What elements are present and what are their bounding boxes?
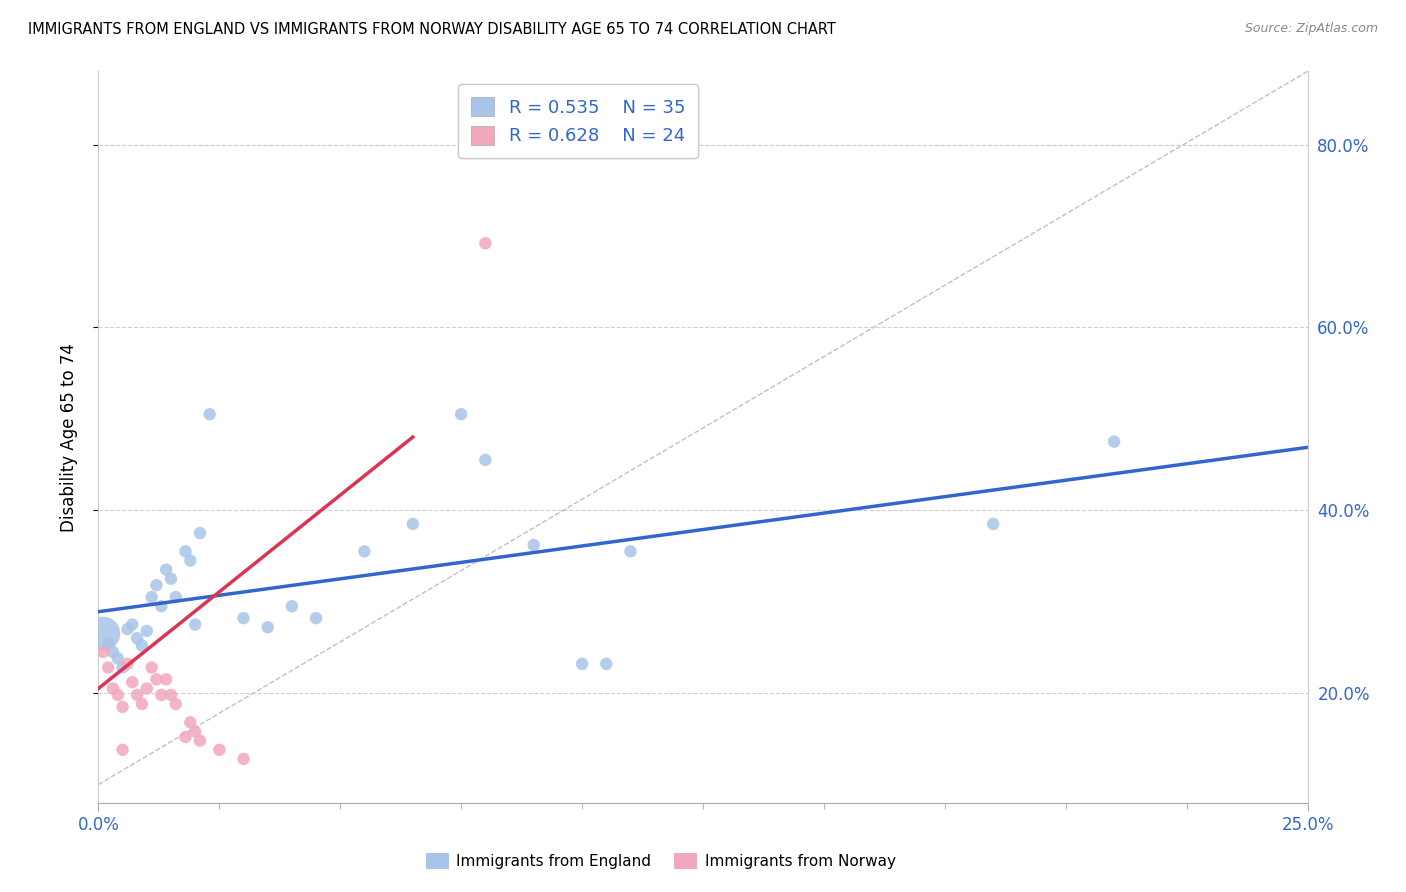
Point: [150, 599, 173, 614]
Point: [91, 626, 114, 640]
Text: IMMIGRANTS FROM ENGLAND VS IMMIGRANTS FROM NORWAY DISABILITY AGE 65 TO 74 CORREL: IMMIGRANTS FROM ENGLAND VS IMMIGRANTS FR…: [28, 22, 837, 37]
Legend: Immigrants from England, Immigrants from Norway: Immigrants from England, Immigrants from…: [420, 847, 901, 875]
Point: [107, 651, 129, 665]
Point: [141, 660, 163, 674]
Point: [155, 563, 177, 577]
Y-axis label: Disability Age 65 to 74: Disability Age 65 to 74: [59, 343, 77, 532]
Point: [101, 645, 124, 659]
Point: [208, 743, 231, 757]
Point: [198, 407, 221, 421]
Point: [127, 688, 149, 702]
Point: [165, 697, 187, 711]
Point: [1102, 434, 1125, 449]
Point: [179, 553, 201, 567]
Point: [232, 752, 254, 766]
Text: Source: ZipAtlas.com: Source: ZipAtlas.com: [1244, 22, 1378, 36]
Point: [111, 660, 134, 674]
Point: [135, 624, 157, 638]
Point: [131, 639, 153, 653]
Point: [117, 657, 139, 671]
Point: [111, 699, 134, 714]
Point: [981, 516, 1004, 531]
Point: [107, 688, 129, 702]
Point: [571, 657, 593, 671]
Point: [141, 590, 163, 604]
Point: [256, 620, 278, 634]
Point: [450, 407, 472, 421]
Point: [127, 632, 149, 646]
Point: [595, 657, 617, 671]
Point: [97, 636, 120, 650]
Point: [184, 724, 207, 739]
Point: [174, 730, 197, 744]
Legend: R = 0.535    N = 35, R = 0.628    N = 24: R = 0.535 N = 35, R = 0.628 N = 24: [458, 84, 697, 158]
Point: [523, 538, 546, 552]
Point: [174, 544, 197, 558]
Point: [474, 453, 496, 467]
Point: [131, 697, 153, 711]
Point: [184, 617, 207, 632]
Point: [101, 681, 124, 696]
Point: [150, 688, 173, 702]
Point: [281, 599, 304, 614]
Point: [145, 578, 167, 592]
Point: [155, 673, 177, 687]
Point: [117, 622, 139, 636]
Point: [121, 617, 143, 632]
Point: [232, 611, 254, 625]
Point: [97, 660, 120, 674]
Point: [145, 673, 167, 687]
Point: [188, 733, 211, 747]
Point: [179, 715, 201, 730]
Point: [160, 572, 183, 586]
Point: [188, 526, 211, 541]
Point: [402, 516, 425, 531]
Point: [619, 544, 641, 558]
Point: [160, 688, 183, 702]
Point: [135, 681, 157, 696]
Point: [165, 590, 187, 604]
Point: [91, 645, 114, 659]
Point: [474, 236, 496, 251]
Point: [121, 675, 143, 690]
Point: [111, 743, 134, 757]
Point: [353, 544, 375, 558]
Point: [305, 611, 328, 625]
